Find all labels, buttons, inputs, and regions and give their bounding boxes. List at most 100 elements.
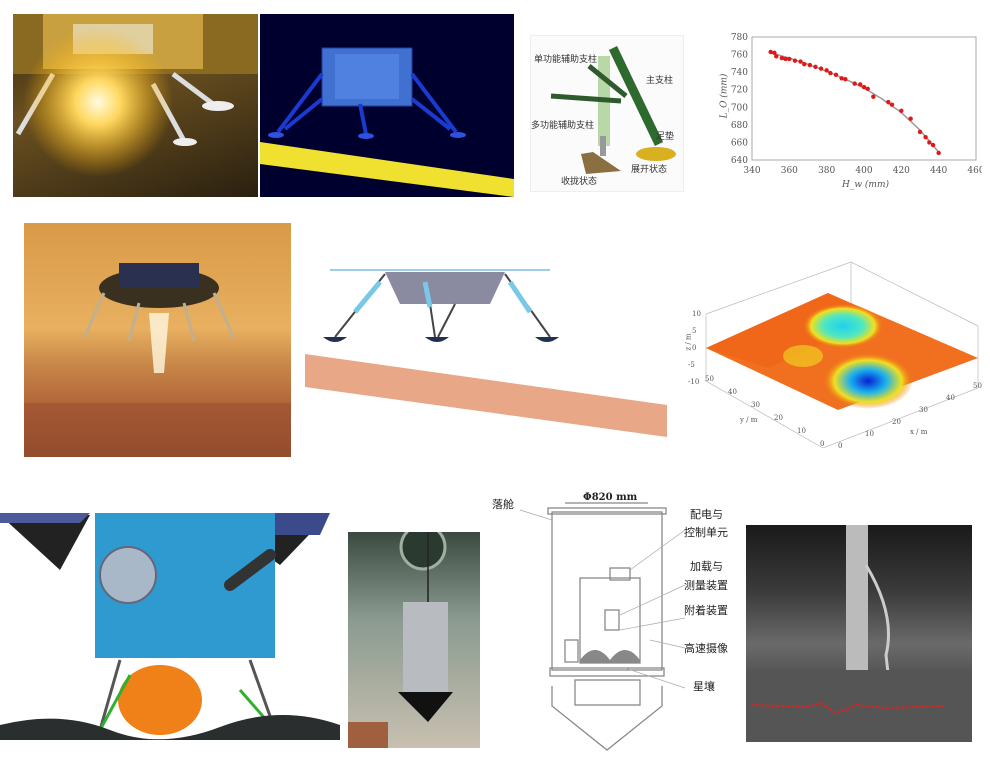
data-point <box>858 82 863 87</box>
data-point <box>923 134 928 140</box>
y-tick-label: 640 <box>731 156 748 166</box>
label-power-control-2: 控制单元 <box>684 526 728 539</box>
y-tick-label: 10 <box>797 427 806 435</box>
label-deployed-state: 展开状态 <box>631 165 668 175</box>
drop-capsule-illustration <box>348 532 453 748</box>
y-tick-label: 30 <box>751 401 760 409</box>
data-point <box>861 84 867 90</box>
terrain-surface-plot: z / m x / m y / m 10 5 0 -5 -10 0 10 20 30 40 50 0 1… <box>678 248 990 448</box>
x-tick-label: 440 <box>930 166 947 176</box>
drop-tower-photo <box>348 532 491 748</box>
data-point <box>917 129 923 135</box>
data-point <box>908 116 913 121</box>
label-foot-pad: 足垫 <box>656 132 675 142</box>
y-tick-label: 40 <box>728 388 737 396</box>
z-tick-label: 10 <box>692 310 701 318</box>
label-capsule: 落舱 <box>492 498 514 511</box>
y-tick-label: 740 <box>731 68 748 78</box>
x-tick-label: 420 <box>893 166 910 176</box>
label-main-strut: 主支柱 <box>646 76 674 86</box>
anchoring-test-illustration <box>746 525 972 742</box>
label-loading-1: 加载与 <box>690 560 723 573</box>
x-tick-label: 0 <box>838 442 843 448</box>
label-regolith: 星壤 <box>693 680 715 693</box>
x-axis-label: x / m <box>910 428 928 436</box>
plot-frame <box>751 36 977 161</box>
data-point <box>779 55 785 61</box>
landing-leg-drawing <box>550 46 676 174</box>
data-point <box>768 49 773 55</box>
y-axis-label: L_O (mm) <box>719 73 730 119</box>
y-tick-label: 50 <box>705 375 714 383</box>
y-tick-label: 660 <box>731 138 748 148</box>
y-tick-label: 720 <box>731 86 748 96</box>
x-axis-label: H_w (mm) <box>842 180 890 190</box>
x-tick-label: 50 <box>973 382 982 390</box>
z-tick-label: 5 <box>692 327 697 335</box>
lander-engine-illustration <box>13 14 258 177</box>
mars-lander-photo <box>24 223 291 457</box>
data-point <box>886 99 891 105</box>
data-point <box>843 76 848 82</box>
data-point <box>889 102 895 107</box>
y-axis-label: y / m <box>740 416 758 424</box>
lander-cad-model <box>0 495 340 748</box>
mars-lander-illustration <box>24 263 291 457</box>
data-point <box>852 81 857 86</box>
data-point <box>936 150 941 156</box>
lander-cad-drawing <box>0 513 340 740</box>
x-tick-label: 30 <box>919 406 928 414</box>
data-point <box>865 86 870 92</box>
lander-slope-drawing <box>305 269 667 437</box>
x-tick-label: 340 <box>743 166 760 176</box>
data-point <box>824 68 829 73</box>
z-tick-label: -5 <box>688 361 695 369</box>
chart-svg: 340 360 380 400 420 440 460 640 660 680 700 720 740 7… <box>731 33 982 176</box>
data-point <box>807 62 813 68</box>
landing-leg-diagram: 单功能辅助支柱 主支柱 多功能辅助支柱 足垫 收拢状态 展开状态 <box>530 35 684 192</box>
data-point <box>792 58 798 63</box>
label-camera: 高速摄像 <box>684 642 728 655</box>
x-tick-label: 40 <box>946 394 955 402</box>
x-tick-label: 380 <box>818 166 835 176</box>
x-tick-label: 400 <box>855 166 872 176</box>
data-point <box>930 142 936 148</box>
lander-simulation-dark <box>260 14 514 197</box>
data-point <box>871 94 876 99</box>
x-tick-label: 10 <box>865 430 874 438</box>
y-tick-label: 700 <box>731 103 748 113</box>
data-point <box>772 50 777 56</box>
x-tick-label: 20 <box>892 418 901 426</box>
label-diameter: Φ820 mm <box>583 492 638 503</box>
data-point <box>899 108 904 114</box>
label-multi-aux-strut: 多功能辅助支柱 <box>531 121 595 131</box>
fit-line <box>770 52 940 153</box>
x-tick-label: 460 <box>967 166 982 176</box>
label-anchoring: 附着装置 <box>684 604 728 617</box>
data-point <box>927 140 932 145</box>
data-point <box>833 72 839 77</box>
label-loading-2: 测量装置 <box>684 579 728 592</box>
data-point <box>818 66 824 71</box>
x-tick-label: 360 <box>781 166 798 176</box>
terrain-3d-drawing <box>705 261 979 448</box>
label-power-control-1: 配电与 <box>690 508 723 521</box>
data-point <box>802 62 807 67</box>
y-tick-label: 20 <box>774 414 783 422</box>
drop-test-schematic: 落舱 Φ820 mm 配电与 控制单元 加载与 测量装置 附着装置 高速摄像 星… <box>480 490 742 754</box>
z-tick-label: 0 <box>692 344 697 352</box>
data-point <box>787 56 792 62</box>
data-point <box>783 56 788 62</box>
lander-model <box>260 47 514 197</box>
schematic-drawing <box>519 502 686 751</box>
data-point <box>774 54 779 59</box>
label-single-aux-strut: 单功能辅助支柱 <box>534 55 598 65</box>
data-point <box>828 70 833 76</box>
y-tick-label: 680 <box>731 121 748 131</box>
anchoring-test-photo <box>746 525 972 742</box>
data-point <box>813 64 818 70</box>
z-tick-label: -10 <box>688 378 700 386</box>
y-tick-label: 0 <box>820 440 825 448</box>
y-tick-label: 780 <box>731 33 748 43</box>
y-tick-label: 760 <box>731 51 748 61</box>
